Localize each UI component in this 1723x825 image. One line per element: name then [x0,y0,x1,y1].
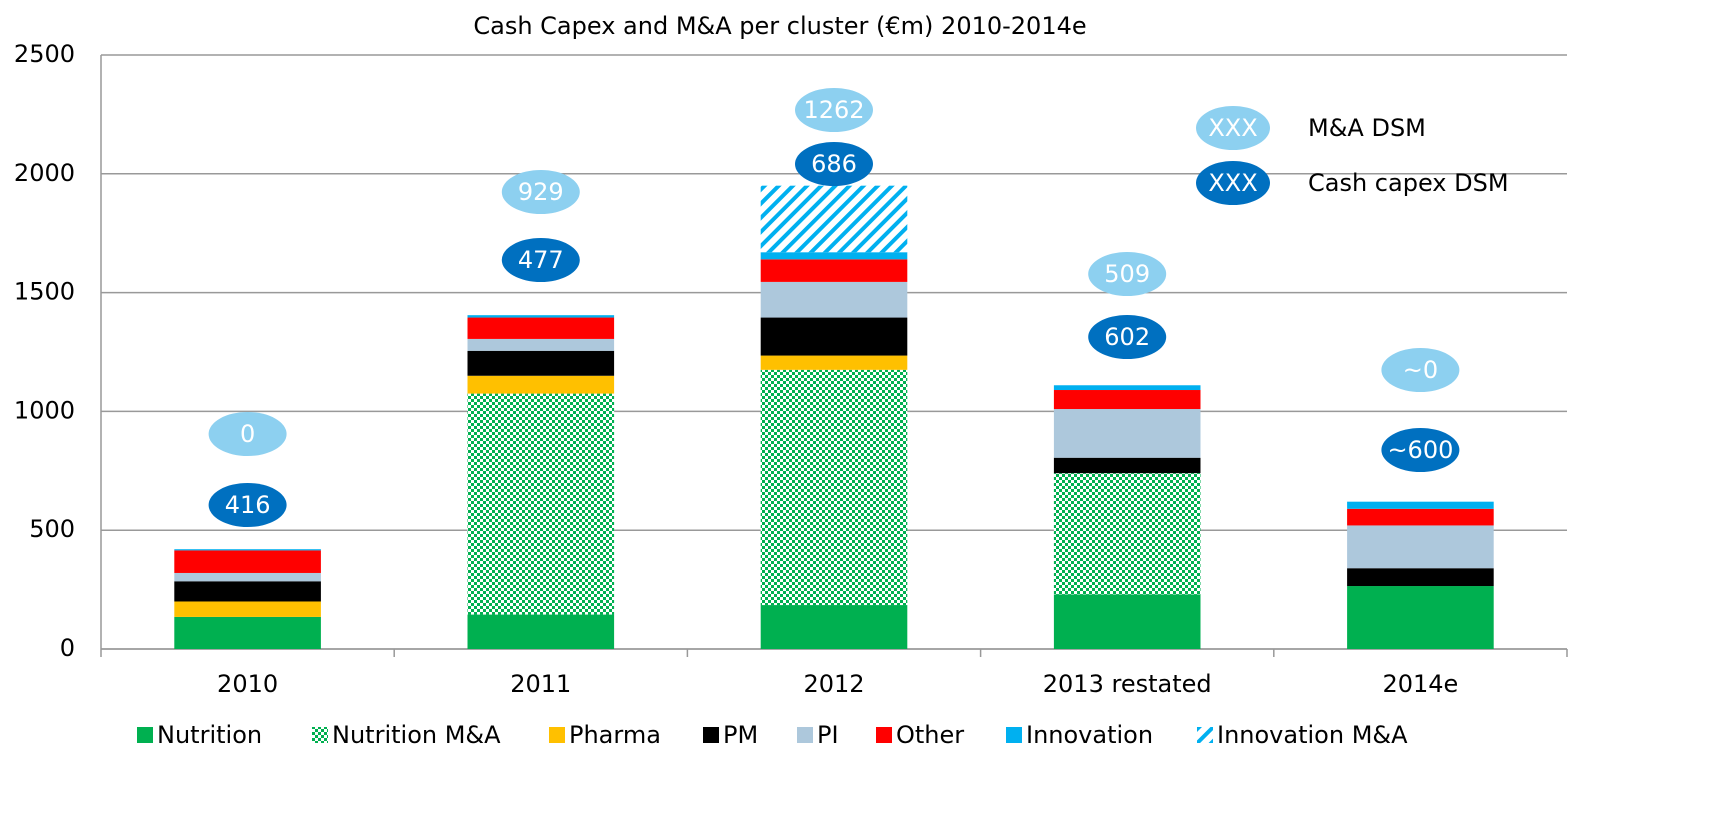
ma-bubble [795,88,873,132]
bar-segment [174,601,321,617]
bar-segment [760,355,908,370]
legend-ma-marker: XXX [1208,114,1257,142]
capex-bubble [1088,315,1167,359]
legend-swatch [1197,727,1213,743]
capex-label: 416 [225,491,271,519]
ma-label: 929 [518,178,564,206]
y-tick-label: 1000 [14,396,75,424]
capex-label: 686 [811,150,857,178]
legend-label: Innovation [1026,721,1153,749]
bar-segment [1347,586,1494,649]
y-tick-label: 2500 [14,40,75,68]
legend-swatch [797,727,813,743]
bar-segment [1053,409,1201,458]
legend-label: Innovation M&A [1217,721,1408,749]
capex-bubble [1381,428,1460,472]
y-tick-label: 1500 [14,278,75,306]
legend-swatch [312,727,328,743]
capex-bubble [795,142,873,186]
x-tick-label: 2011 [510,670,571,698]
ma-label: 1262 [803,96,864,124]
legend-label: PM [723,721,758,749]
legend-swatch [549,727,565,743]
y-tick-label: 0 [60,634,75,662]
ma-bubble [501,170,580,214]
legend-label: Nutrition M&A [332,721,501,749]
bar-segment [1347,508,1494,526]
ma-label: 509 [1104,260,1150,288]
legend-label: Pharma [569,721,661,749]
legend-label: Nutrition [157,721,262,749]
ma-label: 0 [240,420,255,448]
bar-segment [174,549,321,551]
bar-segment [1347,568,1494,587]
bar-segment [760,317,908,356]
ma-bubble [1381,348,1460,392]
bar-segment [174,550,321,573]
y-tick-label: 2000 [14,159,75,187]
bar-segment [760,252,908,260]
bar-segment [174,581,321,602]
legend-label: PI [817,721,839,749]
bar-segment [1053,594,1201,649]
legend-ma-bubble [1196,106,1270,150]
legend-swatch [137,727,153,743]
capex-bubble [208,483,287,527]
ma-bubble [1088,252,1167,296]
capex-label: 477 [518,246,564,274]
bar-segment [174,616,321,649]
legend-swatch [876,727,892,743]
bar-segment [1347,525,1494,569]
legend-swatch [1006,727,1022,743]
bar-segment [760,369,908,606]
legend-capex-text: Cash capex DSM [1308,169,1509,197]
capex-label: ~600 [1387,436,1453,464]
bar-segment [1053,473,1201,595]
bar-segment [467,375,615,394]
legend-capex-bubble [1196,161,1270,205]
bar-segment [760,259,908,282]
bar-segment [1053,457,1201,474]
bar-segment [467,338,615,351]
ma-label: ~0 [1403,356,1438,384]
bar-segment [467,350,615,376]
bar-segment [760,605,908,649]
bar-segment [760,281,908,318]
bar-segment [1347,501,1494,509]
bar-segment [760,185,908,253]
x-tick-label: 2014e [1382,670,1458,698]
capex-bubble [501,238,580,282]
x-tick-label: 2010 [217,670,278,698]
bar-segment [467,315,615,318]
bar-segment [1053,385,1201,391]
capex-label: 602 [1104,323,1150,351]
x-tick-label: 2012 [803,670,864,698]
legend-label: Other [896,721,964,749]
bar-segment [174,572,321,582]
bar-segment [467,393,615,615]
bar-segment [467,317,615,339]
bar-segment [467,614,615,649]
legend-ma-text: M&A DSM [1308,114,1426,142]
bar-segment [1053,390,1201,410]
ma-bubble [208,412,287,456]
chart-title: Cash Capex and M&A per cluster (€m) 2010… [473,12,1086,40]
y-tick-label: 500 [29,515,75,543]
x-tick-label: 2013 restated [1043,670,1212,698]
legend-capex-marker: XXX [1208,169,1257,197]
legend-swatch [703,727,719,743]
